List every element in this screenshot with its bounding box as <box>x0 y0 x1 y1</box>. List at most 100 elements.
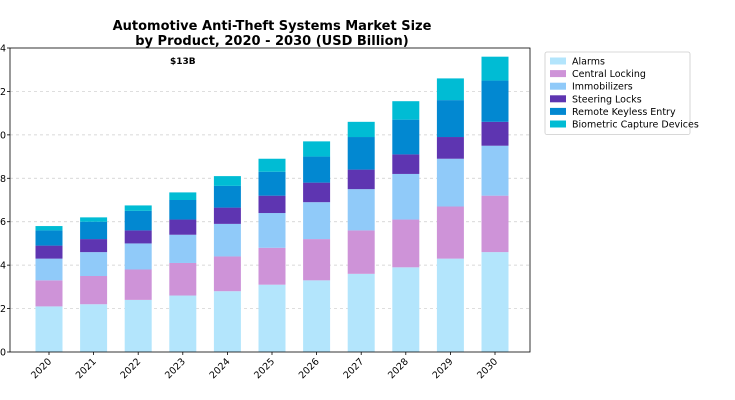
legend-frame <box>544 51 691 135</box>
legend-swatch <box>550 107 566 115</box>
legend-label: Immobilizers <box>572 82 633 93</box>
bar-segment <box>80 276 108 305</box>
bar-segment <box>436 158 464 207</box>
plot-area-frame <box>9 47 531 353</box>
bar-segment <box>213 256 241 292</box>
bar-segment <box>258 284 286 352</box>
bar-segment <box>169 262 197 296</box>
y-tick-label: 4 <box>0 261 6 272</box>
bar-segment <box>436 100 464 138</box>
bar-segment <box>213 207 241 224</box>
bar-segment <box>392 219 420 268</box>
x-tick-label: 2022 <box>118 356 143 381</box>
bar-segment <box>35 230 63 246</box>
bar-segment <box>347 137 375 170</box>
bar-segment <box>80 221 108 240</box>
legend-swatch <box>550 95 566 103</box>
bar-segment <box>392 119 420 155</box>
bar-segment <box>169 219 197 235</box>
bar-segment <box>213 176 241 186</box>
bar-segment <box>481 195 509 253</box>
bar-segment <box>303 280 331 352</box>
y-tick-label: 8 <box>0 174 6 185</box>
bar-segment <box>213 291 241 352</box>
legend-swatch <box>550 82 566 90</box>
bar-segment <box>392 267 420 352</box>
x-tick-label: 2024 <box>208 356 233 381</box>
bar-segment <box>258 247 286 285</box>
bar-segment <box>303 156 331 183</box>
bar-segment <box>347 230 375 274</box>
legend-label: Biometric Capture Devices <box>572 120 699 131</box>
bar-segment <box>124 210 152 231</box>
bar-segment <box>392 173 420 220</box>
legend-swatch <box>550 57 566 65</box>
y-tick-label: 6 <box>0 217 6 228</box>
y-tick-label: 2 <box>0 87 6 98</box>
bar-segment <box>303 239 331 281</box>
y-tick-label: 2 <box>0 304 6 315</box>
y-tick-label: 4 <box>0 44 6 55</box>
x-tick-label: 2026 <box>297 356 322 381</box>
bar-segment <box>436 78 464 101</box>
bar-segment <box>347 121 375 138</box>
legend-label: Central Locking <box>572 69 646 80</box>
bar-segment <box>347 273 375 352</box>
x-axis: 2020 2021 2022 2023 2024 2025 2026 2027 2028 2029… <box>29 352 500 381</box>
legend-swatch <box>550 70 566 78</box>
bar-segment <box>169 200 197 220</box>
y-tick-label: 0 <box>0 130 6 141</box>
x-tick-label: 2020 <box>29 356 54 381</box>
bar-segment <box>303 182 331 203</box>
bar-segment <box>169 295 197 352</box>
bar-segment <box>35 306 63 352</box>
bar-segment <box>436 137 464 159</box>
x-tick-label: 2025 <box>252 356 277 381</box>
bar-segment <box>169 192 197 200</box>
bar-segment <box>258 171 286 196</box>
bar-segment <box>124 230 152 244</box>
bar-segment <box>258 213 286 248</box>
peak-annotation: $13B <box>170 57 196 67</box>
chart-title-line-2: by Product, 2020 - 2030 (USD Billion) <box>135 34 409 49</box>
legend-label: Steering Locks <box>572 94 642 105</box>
legend-label: Remote Keyless Entry <box>572 107 676 118</box>
chart-title-line-1: Automotive Anti-Theft Systems Market Siz… <box>113 19 432 34</box>
legend-label: Alarms <box>572 57 605 68</box>
bar-segment <box>258 158 286 172</box>
bar-segment <box>35 226 63 231</box>
bar-segment <box>258 195 286 214</box>
bar-segment <box>303 202 331 240</box>
bar-segment <box>80 217 108 222</box>
bar-segment <box>80 304 108 352</box>
bar-segment <box>124 269 152 300</box>
bar-segment <box>124 299 152 352</box>
bar-segment <box>169 234 197 263</box>
x-tick-label: 2029 <box>431 356 456 381</box>
bar-segment <box>347 189 375 231</box>
bar-segment <box>481 145 509 196</box>
bar-segment <box>35 280 63 307</box>
bar-segment <box>392 101 420 120</box>
x-tick-label: 2030 <box>475 356 500 381</box>
bar-segment <box>80 239 108 253</box>
bar-segment <box>481 252 509 352</box>
x-tick-label: 2023 <box>163 356 188 381</box>
bars <box>35 56 509 352</box>
bar-segment <box>392 154 420 174</box>
bar-segment <box>347 169 375 190</box>
bar-segment <box>436 258 464 352</box>
bar-segment <box>124 205 152 211</box>
bar-segment <box>213 185 241 208</box>
x-tick-label: 2027 <box>341 356 366 381</box>
bar-segment <box>481 80 509 122</box>
bar-segment <box>213 223 241 257</box>
x-tick-label: 2028 <box>386 356 411 381</box>
bar-segment <box>481 121 509 146</box>
bar-segment <box>436 206 464 259</box>
bar-segment <box>303 141 331 157</box>
bar-segment <box>481 56 509 81</box>
bar-segment <box>35 245 63 259</box>
